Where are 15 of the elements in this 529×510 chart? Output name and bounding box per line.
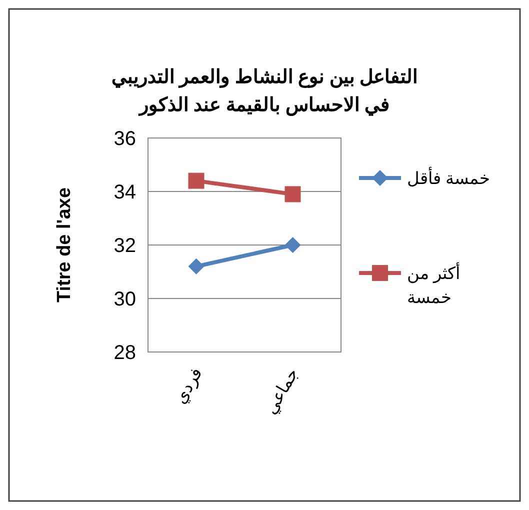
y-tick-label: 34 (114, 182, 136, 204)
y-tick-label: 36 (114, 128, 136, 150)
y-axis-title: Titre de l'axe (54, 187, 75, 303)
legend-label: خمسة فأقل (407, 166, 491, 188)
point (188, 258, 204, 274)
chart-title: التفاعل بين نوع النشاط والعمر التدريبي في الاحساس بالقيمة عند الذكور (111, 67, 418, 117)
point (188, 172, 204, 189)
legend-label: أكثر من خمسة (407, 262, 461, 307)
y-tick-label: 28 (114, 342, 136, 364)
y-tick-label: 32 (114, 235, 136, 257)
point (284, 186, 301, 202)
x-tick-label: فردي (170, 364, 207, 408)
point (284, 237, 301, 253)
x-tick-label: جماعي (260, 364, 302, 418)
y-tick-label: 30 (114, 288, 136, 310)
